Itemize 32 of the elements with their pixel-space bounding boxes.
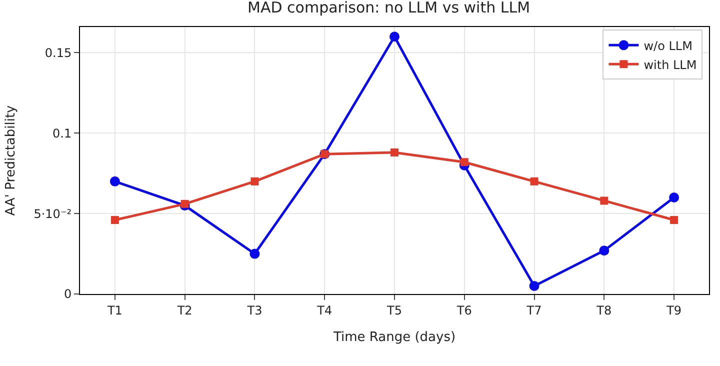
legend-label: w/o LLM — [644, 38, 692, 53]
point — [529, 280, 540, 291]
point — [390, 148, 398, 156]
y-tick-label: 0 — [64, 287, 72, 302]
point — [599, 246, 610, 256]
x-tick-label: T6 — [456, 303, 472, 318]
y-tick-label: 0.1 — [52, 126, 72, 140]
x-tick-label: T7 — [526, 303, 542, 318]
y-tick-label: 0.15 — [44, 46, 72, 60]
point — [460, 158, 468, 166]
point — [110, 176, 120, 186]
point — [669, 192, 680, 202]
x-tick-label: T3 — [246, 303, 262, 318]
point — [600, 196, 608, 205]
y-tick-label: 5·10⁻² — [34, 206, 72, 221]
point — [110, 216, 119, 224]
point — [670, 216, 678, 224]
x-tick-label: T1 — [106, 303, 122, 318]
x-tick-label: T5 — [386, 303, 402, 318]
point — [250, 248, 260, 259]
point — [390, 32, 400, 42]
point — [180, 200, 189, 208]
x-tick-label: T2 — [176, 303, 192, 318]
legend-label: with LLM — [644, 58, 697, 72]
chart-title: MAD comparison: no LLM vs with LLM — [248, 0, 530, 16]
x-tick-label: T8 — [596, 303, 612, 318]
x-axis-title: Time Range (days) — [332, 330, 456, 345]
point — [250, 177, 259, 186]
x-tick-label: T9 — [666, 303, 682, 318]
x-tick-label: T4 — [316, 303, 332, 318]
y-axis-title: AA' Predictability — [4, 104, 19, 216]
point — [530, 177, 538, 186]
